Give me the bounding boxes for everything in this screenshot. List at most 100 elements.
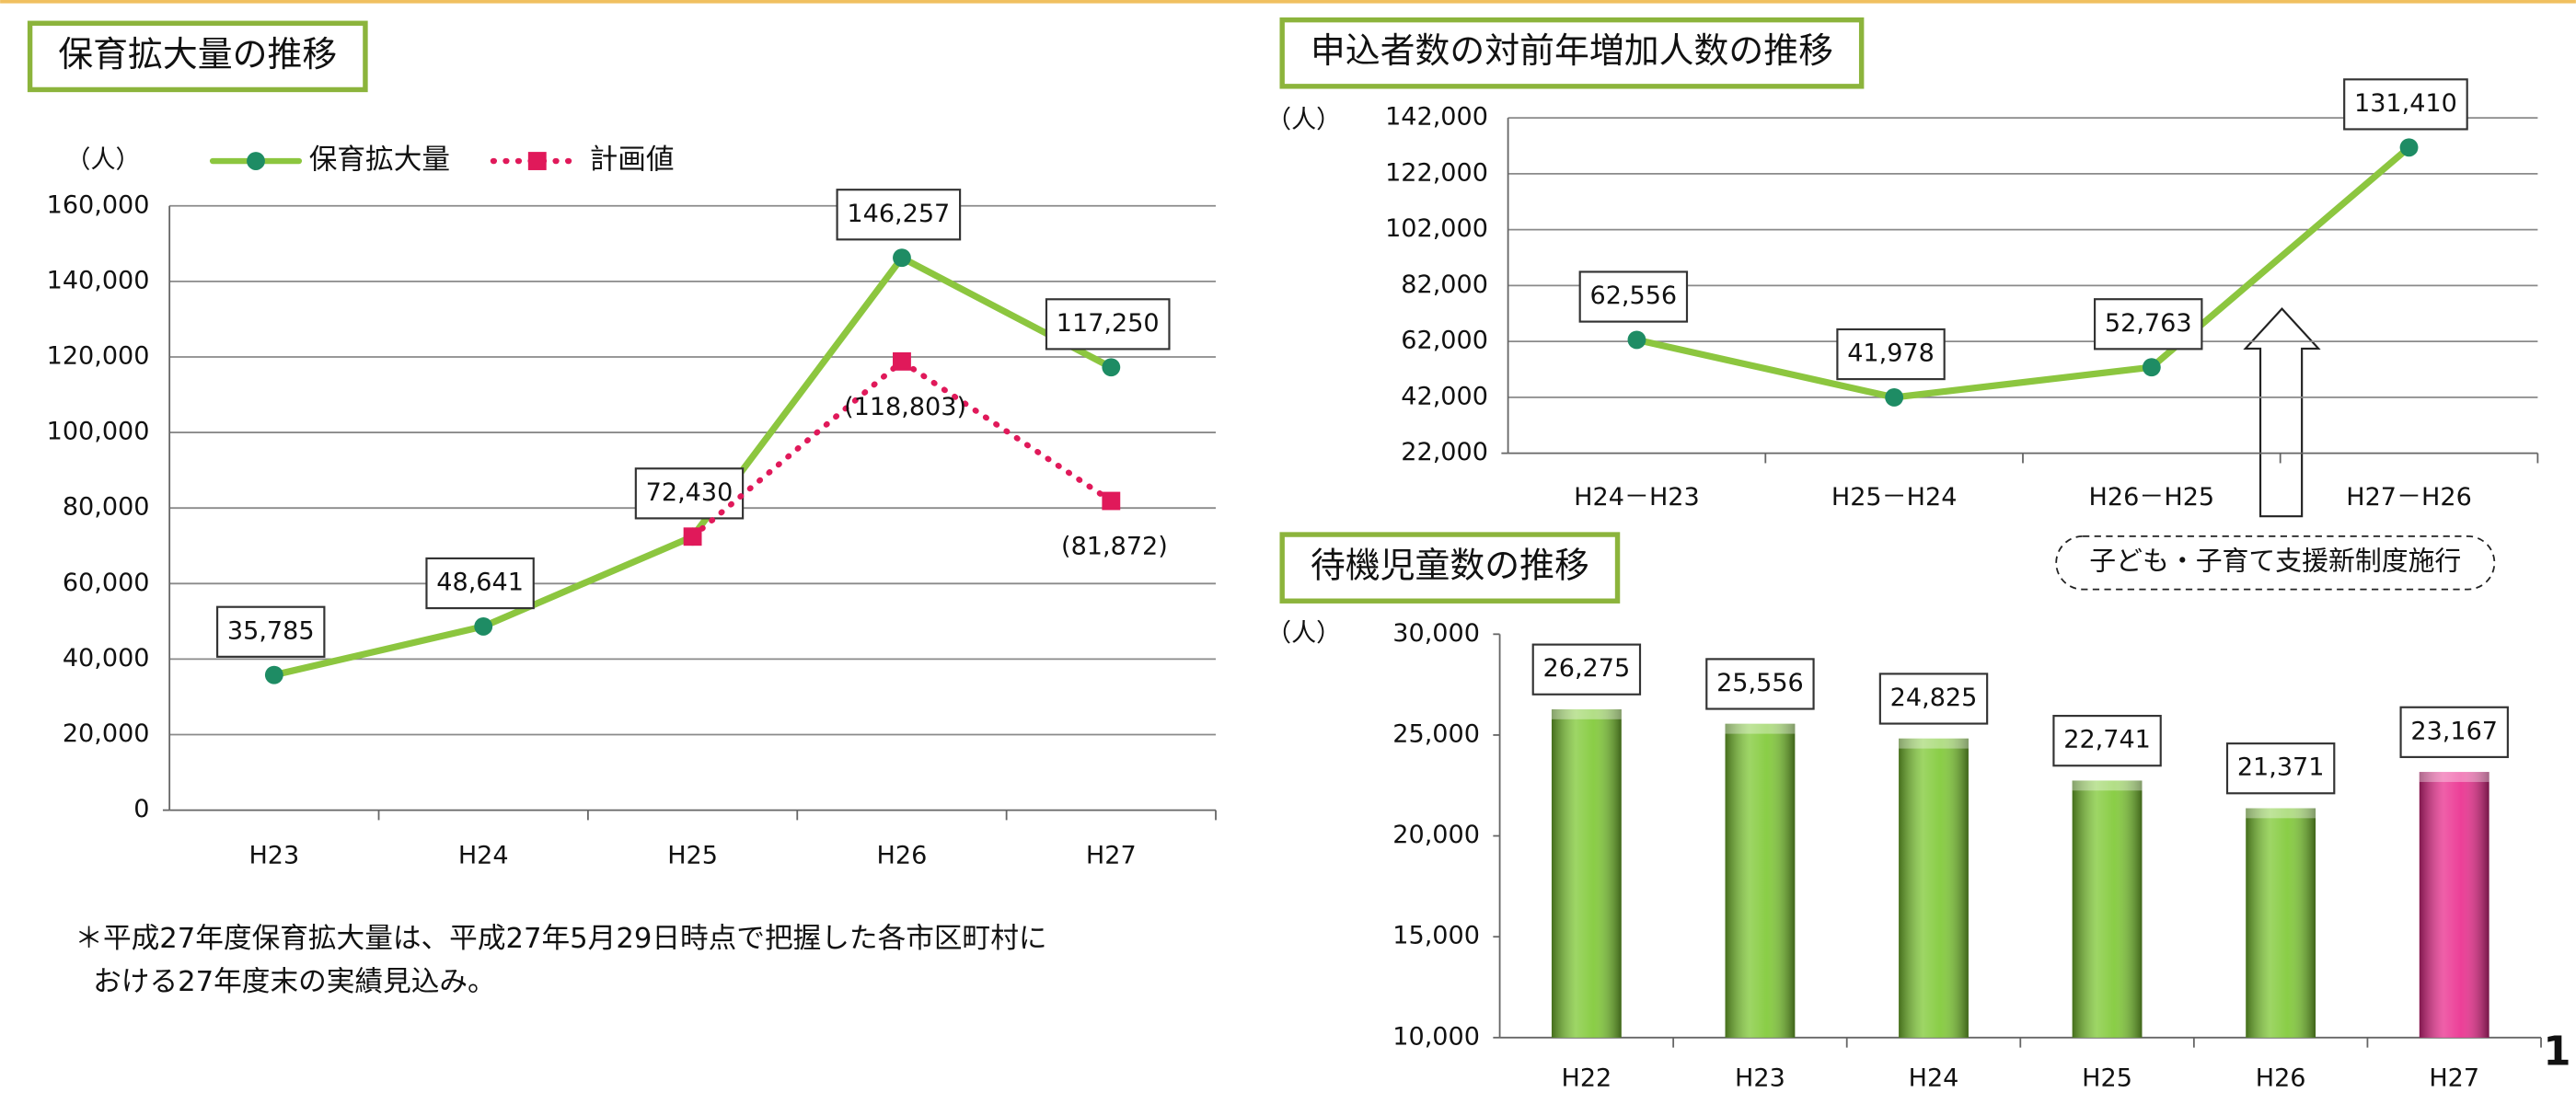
x-tick-label: H27 — [2429, 1064, 2479, 1092]
x-tick-label: H24 — [458, 842, 509, 870]
data-label-box — [1705, 658, 1815, 710]
y-tick-label: 25,000 — [1392, 719, 1480, 748]
line — [271, 254, 1115, 679]
x-tick-label: H27－H26 — [2346, 483, 2472, 512]
y-tick-label: 82,000 — [1401, 270, 1488, 299]
marker — [2399, 138, 2419, 157]
marker — [1627, 330, 1646, 350]
bar-shade — [1551, 708, 1622, 1038]
data-label-box — [2399, 706, 2509, 758]
chart-title: 保育拡大量の推移 — [58, 34, 337, 75]
data-label-box — [216, 605, 326, 658]
bar-cap — [2419, 772, 2489, 782]
data-label: 117,250 — [1057, 309, 1160, 338]
data-label: (118,803) — [844, 393, 966, 421]
x-tick-label: H25－H24 — [1831, 483, 1958, 512]
x-tick-label: H26 — [877, 842, 928, 870]
marker — [893, 248, 911, 268]
x-tick-label: H24－H23 — [1574, 483, 1700, 512]
data-label: 72,430 — [646, 478, 734, 507]
x-tick-label: H25 — [2082, 1064, 2132, 1092]
legend-label: 保育拡大量 — [309, 144, 450, 177]
legend-marker — [527, 152, 547, 170]
x-tick-label: H24 — [1909, 1064, 1959, 1092]
annotation-box — [2055, 535, 2496, 591]
annotation: 子ども・子育て支援新制度施行 — [2089, 546, 2461, 577]
y-tick-label: 10,000 — [1392, 1022, 1480, 1051]
y-tick-label: 100,000 — [47, 418, 150, 446]
x-tick-label: H25 — [667, 842, 718, 870]
data-label-box — [425, 557, 535, 610]
y-unit: （人） — [65, 146, 140, 175]
bar-cap — [1725, 723, 1796, 734]
data-label-box — [1578, 270, 1689, 323]
y-tick-label: 160,000 — [47, 190, 150, 219]
bar-shade — [2246, 808, 2316, 1038]
data-label-box — [634, 467, 745, 520]
data-label-box — [836, 189, 962, 241]
note: おける27年度末の実績見込み。 — [93, 966, 496, 998]
y-tick-label: 122,000 — [1385, 158, 1488, 187]
y-tick-label: 102,000 — [1385, 214, 1488, 243]
data-label: 25,556 — [1716, 669, 1804, 697]
line — [1633, 144, 2413, 401]
y-tick-label: 120,000 — [47, 341, 150, 370]
page-number: 1 — [2543, 1029, 2570, 1075]
data-label-box — [1045, 298, 1171, 351]
data-label: 146,257 — [847, 200, 950, 228]
data-label: 62,556 — [1590, 282, 1678, 310]
legend-label: 計画値 — [590, 144, 675, 177]
y-tick-label: 62,000 — [1401, 327, 1488, 355]
chart-title-box — [1279, 532, 1621, 604]
bar-shade — [1899, 738, 1969, 1038]
data-label-box — [2343, 78, 2468, 131]
data-label-box — [1836, 328, 1946, 381]
data-label-box — [1531, 643, 1642, 696]
y-unit: （人） — [1266, 619, 1341, 648]
y-tick-label: 40,000 — [63, 644, 150, 673]
data-label: 22,741 — [2063, 726, 2151, 754]
bar-cap — [1899, 738, 1969, 749]
y-tick-label: 60,000 — [63, 569, 150, 597]
x-tick-label: H23 — [1735, 1064, 1785, 1092]
x-tick-label: H26－H25 — [2089, 483, 2215, 512]
y-tick-label: 142,000 — [1385, 103, 1488, 132]
bar-shade — [1725, 723, 1796, 1038]
marker — [1885, 388, 1904, 407]
marker — [2142, 358, 2161, 377]
legend-marker — [247, 152, 265, 170]
marker — [1102, 491, 1121, 511]
note: ＊平成27年度保育拡大量は、平成27年5月29日時点で把握した各市区町村に — [75, 923, 1046, 955]
x-tick-label: H23 — [248, 842, 299, 870]
bar-shade — [2419, 772, 2489, 1038]
data-label: 23,167 — [2410, 717, 2498, 745]
data-label: 35,785 — [227, 616, 315, 645]
bar-cap — [1551, 708, 1622, 719]
y-tick-label: 0 — [133, 795, 149, 823]
bar-shade — [2072, 780, 2143, 1038]
bar-cap — [2072, 780, 2143, 791]
data-label: 21,371 — [2237, 753, 2325, 782]
data-label: 41,978 — [1847, 339, 1935, 368]
data-label: 131,410 — [2354, 89, 2457, 118]
marker — [683, 527, 702, 546]
y-tick-label: 30,000 — [1392, 619, 1480, 648]
chart-title-box — [27, 20, 368, 93]
y-tick-label: 140,000 — [47, 266, 150, 294]
y-tick-label: 80,000 — [63, 493, 150, 522]
marker — [474, 616, 493, 636]
marker — [264, 665, 283, 684]
data-label-box — [1878, 673, 1989, 725]
y-unit: （人） — [1266, 106, 1341, 134]
data-label-box — [2094, 298, 2203, 351]
chart-title-box — [1279, 17, 1865, 89]
data-label: (81,872) — [1061, 533, 1168, 561]
data-label: 26,275 — [1543, 654, 1631, 683]
x-tick-label: H27 — [1086, 842, 1137, 870]
marker — [1102, 358, 1121, 377]
marker — [893, 351, 911, 371]
data-label-box — [2052, 715, 2162, 767]
chart-title: 待機児童数の推移 — [1311, 546, 1589, 586]
